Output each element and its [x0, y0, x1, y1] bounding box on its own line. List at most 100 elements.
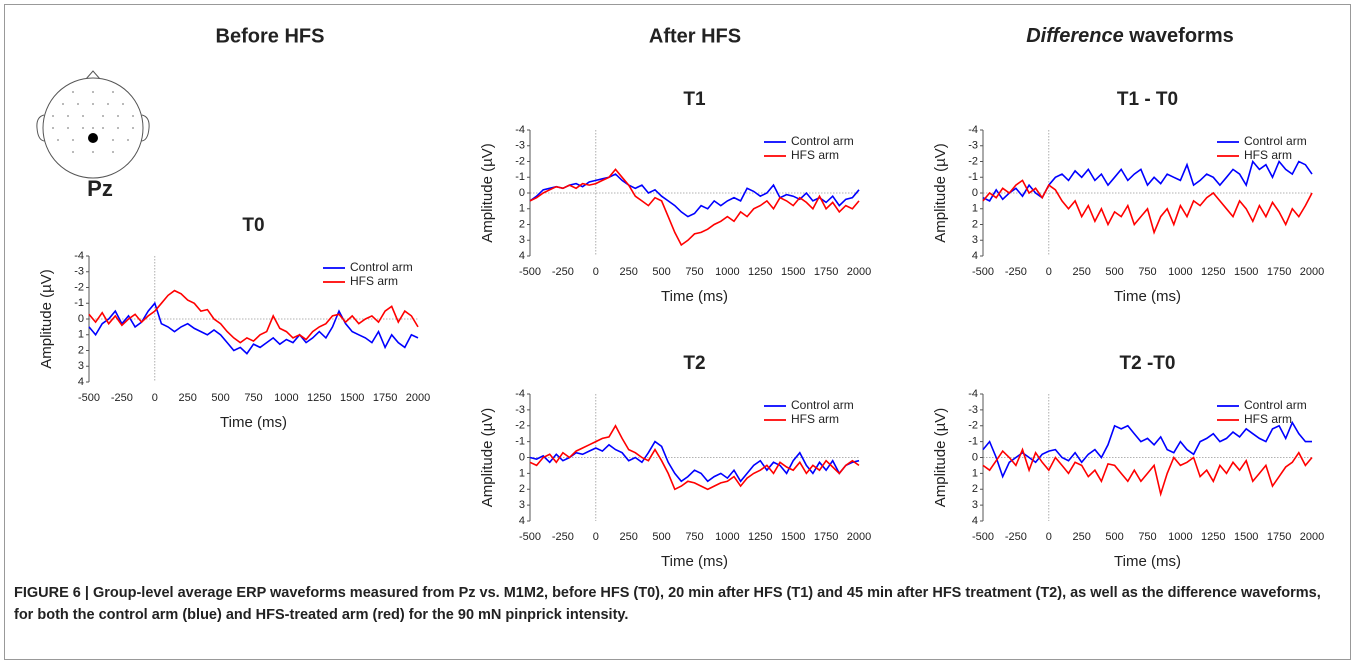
x-tick-label: 1750	[1267, 266, 1291, 278]
chart-title: T1	[683, 89, 706, 110]
y-tick-label: -3	[968, 140, 978, 152]
y-tick-label: -3	[74, 266, 84, 278]
y-tick-label: 2	[519, 218, 525, 230]
x-tick-label: 250	[620, 266, 638, 278]
y-tick-label: 2	[972, 218, 978, 230]
y-tick-label: 3	[972, 499, 978, 511]
y-tick-label: -1	[515, 436, 525, 448]
y-tick-label: 1	[519, 203, 525, 215]
y-tick-label: -4	[515, 388, 525, 400]
x-tick-label: 250	[1073, 266, 1091, 278]
legend-label: Control arm	[350, 260, 413, 274]
x-axis-label: Time (ms)	[220, 414, 287, 431]
chart: T1 -4 -3 -2 -1 0 1 2 3 4 -500 -250 0 250 500 750 1000 125…	[479, 89, 871, 305]
x-tick-label: -250	[1005, 531, 1027, 543]
y-tick-label: -3	[515, 404, 525, 416]
series-line	[529, 424, 860, 491]
y-tick-label: 1	[78, 329, 84, 341]
header-rest: waveforms	[1124, 25, 1234, 47]
x-tick-label: -500	[972, 531, 994, 543]
y-tick-label: 0	[972, 187, 978, 199]
y-tick-label: -4	[968, 388, 978, 400]
x-tick-label: 500	[1105, 531, 1123, 543]
x-tick-label: -500	[519, 531, 541, 543]
x-tick-label: 1000	[274, 392, 298, 404]
x-tick-label: 1500	[340, 392, 364, 404]
x-tick-label: 2000	[847, 266, 871, 278]
series-line	[529, 168, 860, 247]
y-axis-label: Amplitude (µV)	[932, 408, 949, 508]
chart: T2 -T0 -4 -3 -2 -1 0 1 2 3 4 -500 -250 0 250 500 750 100…	[932, 353, 1324, 570]
y-tick-label: 0	[78, 313, 84, 325]
y-tick-label: 2	[519, 483, 525, 495]
column-header: Difference waveforms	[1026, 25, 1234, 47]
x-tick-label: 1250	[1201, 266, 1225, 278]
y-axis-label: Amplitude (µV)	[38, 269, 55, 369]
legend-label: Control arm	[791, 398, 854, 412]
x-tick-label: 1000	[1168, 266, 1192, 278]
x-axis-label: Time (ms)	[661, 288, 728, 305]
x-tick-label: 0	[593, 266, 599, 278]
y-tick-label: -1	[515, 171, 525, 183]
x-tick-label: 2000	[1300, 531, 1324, 543]
y-tick-label: 2	[972, 483, 978, 495]
x-tick-label: -500	[78, 392, 100, 404]
y-axis-label: Amplitude (µV)	[479, 143, 496, 243]
x-tick-label: 250	[1073, 531, 1091, 543]
x-tick-label: 2000	[1300, 266, 1324, 278]
x-tick-label: 1750	[1267, 531, 1291, 543]
x-tick-label: 1500	[1234, 266, 1258, 278]
y-tick-label: 3	[519, 234, 525, 246]
y-tick-label: -2	[515, 155, 525, 167]
x-tick-label: -250	[552, 266, 574, 278]
caption: FIGURE 6 | Group-level average ERP wavef…	[14, 585, 1321, 623]
series-line	[982, 420, 1312, 479]
figure-frame	[4, 4, 1351, 660]
x-tick-label: 2000	[847, 531, 871, 543]
x-tick-label: 1750	[373, 392, 397, 404]
x-tick-label: -500	[519, 266, 541, 278]
y-tick-label: 2	[78, 344, 84, 356]
x-tick-label: 0	[152, 392, 158, 404]
legend-label: Control arm	[1244, 134, 1307, 148]
chart: T0 -4 -3 -2 -1 0 1 2 3 4 -500 -250 0 250 500 750 1000 125…	[38, 215, 430, 431]
x-tick-label: 500	[1105, 266, 1123, 278]
series-line	[88, 289, 419, 344]
y-tick-label: -2	[515, 420, 525, 432]
x-tick-label: 1500	[781, 266, 805, 278]
y-tick-label: 3	[519, 499, 525, 511]
y-tick-label: -1	[968, 436, 978, 448]
x-axis-label: Time (ms)	[1114, 553, 1181, 570]
x-axis-label: Time (ms)	[661, 553, 728, 570]
y-tick-label: -2	[968, 155, 978, 167]
chart: T2 -4 -3 -2 -1 0 1 2 3 4 -500 -250 0 250 500 750 1000 125…	[479, 353, 871, 570]
x-tick-label: 750	[685, 266, 703, 278]
chart-title: T0	[242, 215, 264, 236]
chart-title: T2 -T0	[1120, 353, 1176, 374]
y-tick-label: -4	[968, 124, 978, 136]
y-tick-label: -3	[968, 404, 978, 416]
legend-label: HFS arm	[1244, 148, 1292, 162]
legend-label: Control arm	[791, 134, 854, 148]
y-tick-label: -3	[515, 140, 525, 152]
x-tick-label: 250	[620, 531, 638, 543]
y-tick-label: 1	[519, 467, 525, 479]
chart: T1 - T0 -4 -3 -2 -1 0 1 2 3 4 -500 -250 0 250 500 750 10…	[932, 89, 1324, 305]
x-tick-label: 1750	[814, 266, 838, 278]
x-tick-label: 1500	[1234, 531, 1258, 543]
x-tick-label: 750	[1138, 531, 1156, 543]
x-tick-label: 1000	[715, 531, 739, 543]
x-tick-label: 500	[652, 531, 670, 543]
x-tick-label: 1500	[781, 531, 805, 543]
x-tick-label: 1000	[1168, 531, 1192, 543]
x-tick-label: 1250	[1201, 531, 1225, 543]
column-header: Before HFS	[216, 25, 325, 47]
x-tick-label: 750	[685, 531, 703, 543]
y-tick-label: -2	[968, 420, 978, 432]
x-tick-label: 750	[244, 392, 262, 404]
y-tick-label: 3	[78, 360, 84, 372]
x-tick-label: -500	[972, 266, 994, 278]
y-tick-label: 4	[972, 250, 978, 262]
y-tick-label: 4	[78, 376, 84, 388]
x-tick-label: 1750	[814, 531, 838, 543]
